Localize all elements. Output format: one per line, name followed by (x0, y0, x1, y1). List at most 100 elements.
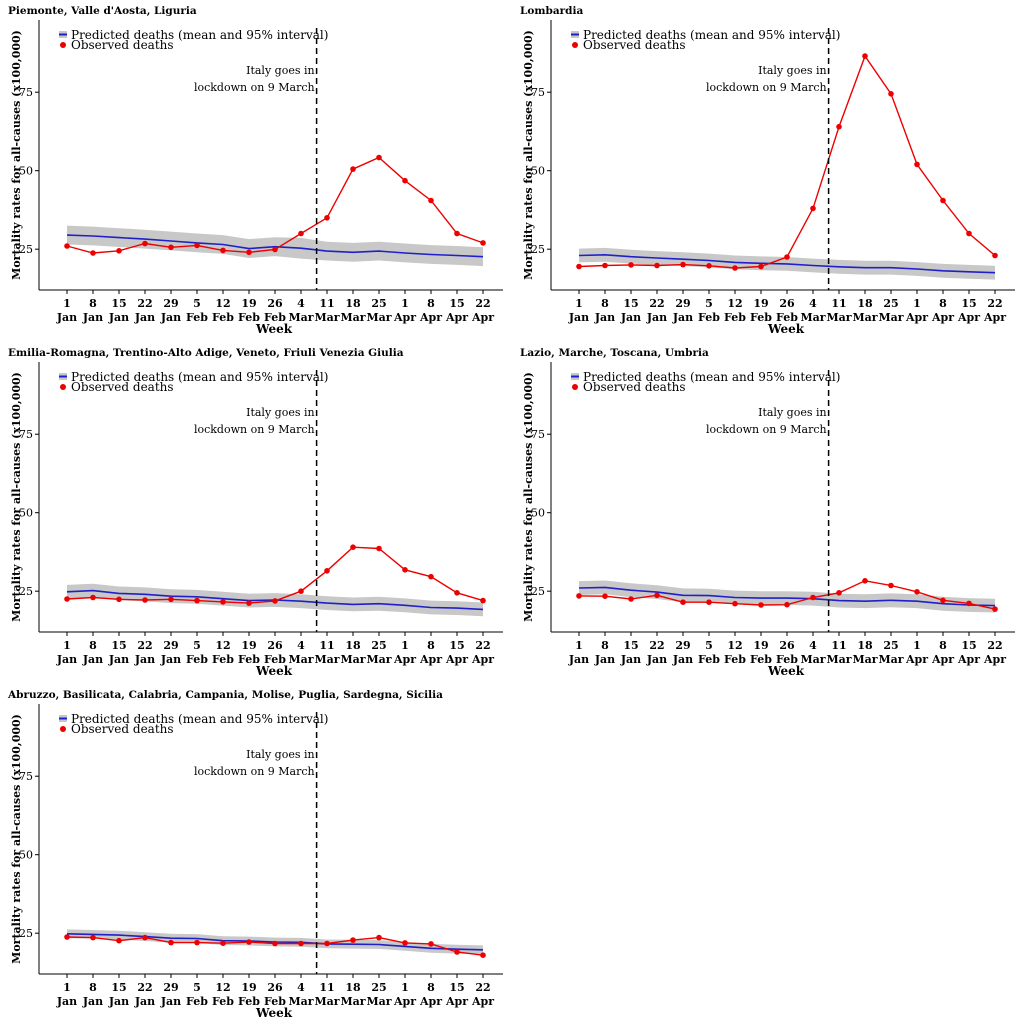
x-tick-day: 19 (753, 297, 768, 310)
x-tick-month: Feb (264, 653, 286, 666)
x-tick-month: Mar (852, 311, 877, 324)
observed-deaths-point (862, 53, 868, 59)
observed-deaths-point (836, 123, 842, 130)
legend-predicted-label: Predicted deaths (mean and 95% interval) (583, 28, 840, 42)
x-tick-day: 18 (345, 981, 361, 994)
observed-deaths-point (168, 244, 174, 251)
x-tick-day: 15 (111, 297, 126, 310)
x-tick-month: Feb (776, 653, 798, 666)
observed-deaths-point (376, 545, 382, 552)
observed-deaths-point (914, 589, 920, 595)
x-tick-day: 19 (753, 639, 768, 652)
x-tick-day: 22 (987, 639, 1002, 652)
y-tick-label: 75 (19, 770, 33, 783)
observed-deaths-point (116, 248, 122, 254)
x-tick-day: 25 (883, 297, 898, 310)
lockdown-annotation-line-2: lockdown on 9 March (706, 423, 827, 436)
x-tick-month: Apr (471, 995, 494, 1008)
x-tick-day: 8 (427, 639, 435, 652)
x-tick-day: 1 (401, 981, 409, 994)
x-tick-month: Jan (620, 653, 641, 666)
x-tick-day: 22 (987, 297, 1002, 310)
x-tick-month: Jan (82, 995, 103, 1008)
x-tick-month: Jan (134, 311, 155, 324)
observed-deaths-point (324, 568, 330, 574)
x-tick-month: Jan (568, 311, 589, 324)
panel-3: Emilia-Romagna, Trentino-Alto Adige, Ven… (8, 347, 503, 678)
x-tick-month: Mar (288, 653, 313, 666)
x-tick-day: 1 (401, 297, 409, 310)
x-tick-day: 5 (193, 639, 201, 652)
observed-deaths-point (628, 262, 634, 268)
x-tick-month: Feb (238, 995, 260, 1008)
x-tick-day: 29 (163, 981, 178, 994)
observed-deaths-point (324, 215, 330, 221)
x-tick-day: 29 (163, 297, 178, 310)
x-tick-month: Apr (905, 311, 928, 324)
x-tick-month: Jan (594, 653, 615, 666)
y-axis-title: Mortality rates for all-causes (x100,000… (522, 372, 535, 622)
x-tick-month: Mar (366, 995, 391, 1008)
legend-observed-swatch (572, 42, 578, 48)
lockdown-annotation-line-1: Italy goes in (758, 406, 826, 419)
panel-1: Piemonte, Valle d'Aosta, Liguria Italy go… (8, 5, 503, 336)
x-tick-day: 18 (345, 297, 361, 310)
observed-deaths-point (940, 597, 946, 604)
x-tick-day: 8 (89, 297, 97, 310)
observed-deaths-point (194, 597, 200, 604)
x-tick-month: Jan (672, 311, 693, 324)
x-tick-day: 4 (809, 297, 817, 310)
x-tick-day: 19 (241, 639, 256, 652)
x-tick-month: Jan (108, 995, 129, 1008)
x-tick-month: Mar (288, 311, 313, 324)
y-tick-label: 50 (531, 165, 545, 178)
x-tick-day: 12 (215, 639, 230, 652)
x-tick-day: 29 (675, 297, 690, 310)
legend-predicted-label: Predicted deaths (mean and 95% interval) (71, 370, 328, 384)
x-tick-month: Mar (314, 653, 339, 666)
x-tick-day: 5 (193, 981, 201, 994)
x-tick-day: 12 (215, 981, 230, 994)
observed-deaths-point (810, 205, 816, 212)
predicted-deaths-line (578, 253, 996, 274)
observed-deaths-point (246, 249, 252, 256)
x-tick-month: Jan (620, 311, 641, 324)
x-tick-day: 4 (297, 297, 305, 310)
y-axis-title: Mortality rates for all-causes (x100,000… (10, 30, 23, 280)
x-tick-day: 29 (163, 639, 178, 652)
x-tick-month: Apr (957, 653, 980, 666)
x-tick-month: Apr (957, 311, 980, 324)
y-axis-title: Mortality rates for all-causes (x100,000… (10, 372, 23, 622)
x-tick-day: 1 (913, 639, 921, 652)
x-tick-month: Jan (82, 311, 103, 324)
x-tick-month: Jan (56, 653, 77, 666)
x-tick-day: 11 (319, 981, 334, 994)
lockdown-annotation-line-1: Italy goes in (246, 64, 314, 77)
x-tick-day: 1 (63, 297, 71, 310)
predicted-deaths-line (66, 234, 484, 258)
observed-deaths-point (810, 594, 816, 601)
x-tick-day: 15 (449, 639, 464, 652)
x-tick-month: Jan (672, 653, 693, 666)
prediction-interval-band (579, 580, 995, 613)
y-tick-label: 50 (19, 507, 33, 520)
legend-observed-swatch (60, 726, 66, 732)
x-tick-day: 5 (705, 639, 713, 652)
x-tick-day: 8 (601, 297, 609, 310)
observed-deaths-point (298, 940, 304, 947)
observed-deaths-point (402, 177, 408, 184)
observed-deaths-point (90, 594, 96, 601)
x-tick-day: 22 (137, 297, 152, 310)
x-tick-month: Apr (983, 311, 1006, 324)
observed-deaths-point (784, 254, 790, 260)
legend-observed-label: Observed deaths (71, 38, 174, 52)
panel-title: Lazio, Marche, Toscana, Umbria (520, 347, 709, 359)
x-tick-month: Feb (724, 311, 746, 324)
panel-title: Abruzzo, Basilicata, Calabria, Campania,… (7, 689, 443, 701)
observed-deaths-point (324, 940, 330, 947)
x-tick-day: 22 (475, 297, 490, 310)
x-tick-month: Apr (445, 311, 468, 324)
x-tick-day: 26 (267, 639, 283, 652)
observed-deaths-point (480, 952, 486, 958)
